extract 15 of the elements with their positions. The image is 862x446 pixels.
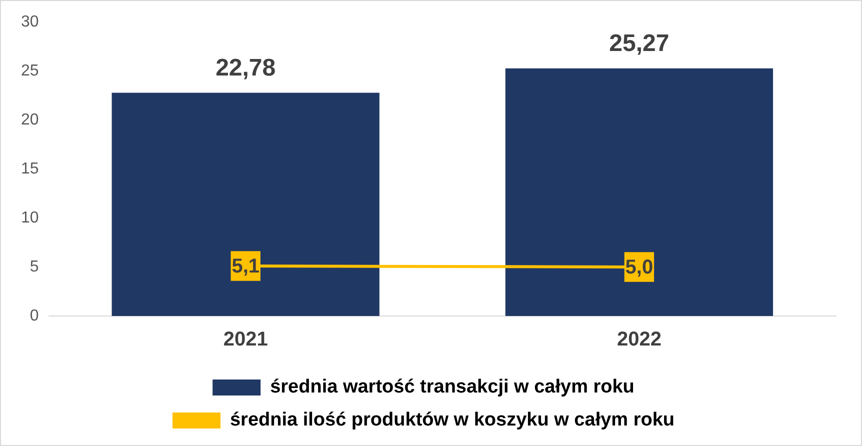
- data-label: 5,1: [232, 256, 260, 278]
- x-tick-label: 2021: [223, 328, 268, 351]
- y-tick-label: 15: [21, 160, 39, 178]
- x-tick-label: 2022: [616, 328, 662, 351]
- y-tick-label: 20: [21, 111, 39, 128]
- legend-label: średnia ilość produktów w koszyku w całym roku: [230, 410, 675, 431]
- data-label: 5,0: [625, 256, 654, 279]
- y-tick-label: 5: [30, 258, 39, 276]
- data-label: 25,27: [609, 30, 670, 57]
- y-tick-label: 10: [21, 209, 39, 226]
- y-tick-label: 0: [30, 307, 39, 324]
- legend-label: średnia wartość transakcji w całym roku: [270, 376, 634, 398]
- data-label: 22,78: [216, 54, 276, 82]
- y-tick-label: 30: [21, 13, 39, 30]
- y-tick-label: 25: [21, 62, 39, 80]
